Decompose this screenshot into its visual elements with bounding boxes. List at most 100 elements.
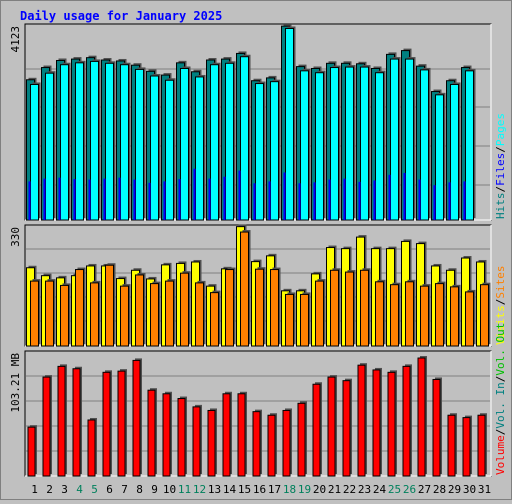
volume-bar <box>207 409 216 477</box>
legend: Volume/Vol. In/Vol. Out <box>494 323 507 475</box>
pages-bar <box>45 72 54 221</box>
volume-bar <box>162 393 171 477</box>
files-bar <box>418 179 421 220</box>
volume-bar <box>417 357 426 477</box>
pages-bar <box>375 72 384 221</box>
files-bar <box>358 181 361 220</box>
day-tick-label: 6 <box>106 483 113 496</box>
files-bar <box>448 182 451 220</box>
volume-bar <box>147 389 156 477</box>
files-bar <box>343 178 346 220</box>
files-bar <box>118 177 121 220</box>
day-tick-label: 5 <box>91 483 98 496</box>
volume-bar <box>447 414 456 477</box>
day-tick-label: 2 <box>46 483 53 496</box>
pages-bar <box>390 58 399 221</box>
sites-bar <box>315 280 324 347</box>
volume-bar <box>222 393 231 477</box>
day-tick-label: 3 <box>61 483 68 496</box>
sites-bar <box>120 285 129 347</box>
legend: Hits/Files/Pages <box>494 113 507 219</box>
volume-bar <box>462 417 471 477</box>
volume-bar <box>327 376 336 477</box>
files-bar <box>163 181 166 220</box>
pages-bar <box>180 67 189 221</box>
files-bar <box>28 181 31 220</box>
sites-bar <box>285 293 294 347</box>
sites-bar <box>405 281 414 347</box>
sites-bar <box>90 282 99 347</box>
hits-files-pages-panel: 4123 Hits/Files/Pages <box>9 23 507 221</box>
sites-bar <box>60 284 69 347</box>
volume-bar <box>252 411 261 477</box>
volume-bar <box>27 426 36 477</box>
visits-sites-panel: 330 Visits/Sites <box>9 224 507 347</box>
sites-bar <box>210 292 219 347</box>
files-bar <box>148 182 151 220</box>
day-tick-label: 19 <box>298 483 311 496</box>
day-tick-label: 13 <box>208 483 221 496</box>
day-tick-label: 7 <box>121 483 128 496</box>
day-tick-label: 31 <box>478 483 491 496</box>
volume-bar <box>267 414 276 477</box>
pages-bar <box>120 64 129 221</box>
pages-bar <box>420 69 429 221</box>
sites-bar <box>75 269 84 347</box>
sites-bar <box>165 280 174 347</box>
pages-bar <box>90 60 99 221</box>
volume-bar <box>477 414 486 477</box>
files-bar <box>328 179 331 220</box>
pages-bar <box>240 56 249 221</box>
legend-separator: / <box>494 376 507 383</box>
pages-bar <box>345 66 354 221</box>
volume-bar <box>42 376 51 477</box>
sites-bar <box>105 264 114 347</box>
legend-entry: Files <box>494 153 507 186</box>
files-bar <box>208 178 211 220</box>
volume-bar <box>117 370 126 477</box>
volume-bar <box>432 378 441 477</box>
files-bar <box>43 178 46 220</box>
files-bar <box>388 174 391 220</box>
day-tick-label: 15 <box>238 483 251 496</box>
legend: Visits/Sites <box>494 266 507 346</box>
volume-bar <box>57 365 66 477</box>
day-tick-label: 26 <box>403 483 416 496</box>
day-tick-label: 23 <box>358 483 371 496</box>
day-tick-label: 22 <box>343 483 356 496</box>
day-tick-label: 1 <box>31 483 38 496</box>
sites-bar <box>150 283 159 347</box>
day-tick-label: 16 <box>253 483 266 496</box>
scale-label: 4123 <box>9 26 22 53</box>
legend-entry: Vol. In <box>494 382 507 428</box>
day-tick-label: 10 <box>163 483 176 496</box>
sites-bar <box>45 280 54 347</box>
pages-bar <box>135 68 144 221</box>
day-tick-label: 4 <box>76 483 83 496</box>
files-bar <box>103 178 106 220</box>
volume-bar <box>237 393 246 477</box>
pages-bar <box>300 70 309 221</box>
files-bar <box>58 177 61 220</box>
sites-bar <box>480 284 489 347</box>
sites-bar <box>270 269 279 347</box>
volume-bar <box>72 368 81 477</box>
chart-title: Daily usage for January 2025 <box>20 9 222 23</box>
pages-bar <box>165 79 174 221</box>
files-bar <box>313 182 316 220</box>
legend-entry: Sites <box>494 266 507 299</box>
volume-bar <box>192 406 201 477</box>
pages-bar <box>255 83 264 221</box>
day-tick-label: 28 <box>433 483 446 496</box>
day-tick-label: 24 <box>373 483 387 496</box>
day-tick-label: 8 <box>136 483 143 496</box>
volume-bar <box>372 369 381 477</box>
pages-bar <box>225 62 234 221</box>
pages-bar <box>435 94 444 221</box>
files-bar <box>463 181 466 220</box>
day-tick-label: 29 <box>448 483 461 496</box>
sites-bar <box>465 291 474 347</box>
files-bar <box>283 172 286 220</box>
